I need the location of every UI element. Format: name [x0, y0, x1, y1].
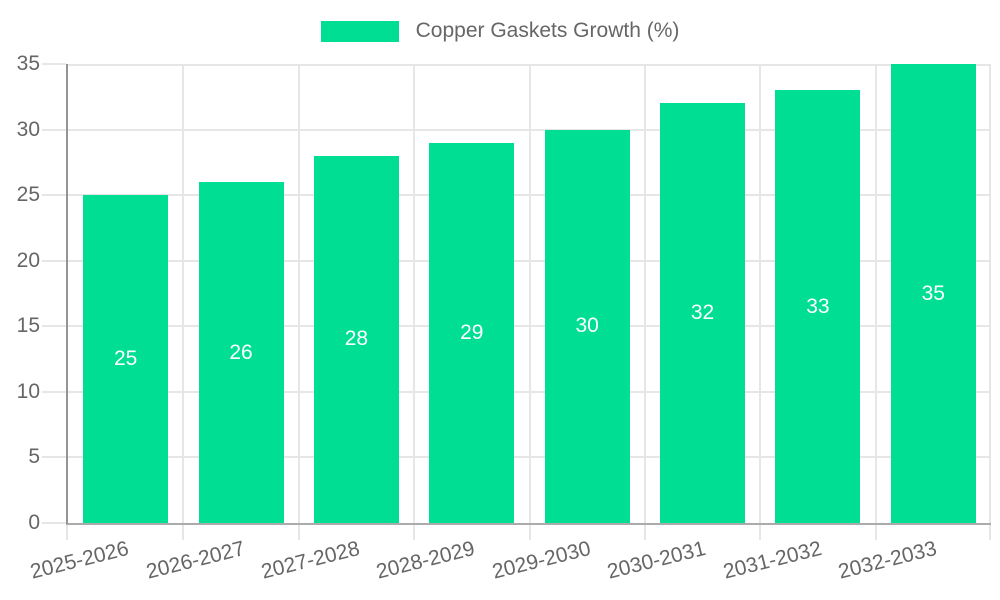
x-axis-label: 2025-2026 — [28, 537, 132, 584]
gridline-vertical — [759, 64, 762, 523]
x-axis-tick — [989, 525, 991, 540]
bar-2032-2033[interactable]: 35 — [890, 64, 976, 523]
bar-2027-2028[interactable]: 28 — [313, 155, 399, 523]
x-axis-label: 2029-2030 — [489, 537, 593, 584]
x-axis-label: 2032-2033 — [835, 537, 939, 584]
y-axis-label: 0 — [28, 511, 40, 534]
x-axis-tick — [874, 525, 877, 540]
bar-2026-2027[interactable]: 26 — [198, 182, 284, 523]
y-axis-label: 15 — [16, 314, 40, 338]
bar-2025-2026[interactable]: 25 — [83, 195, 169, 523]
y-axis-tick — [42, 128, 66, 131]
gridline-vertical — [643, 64, 646, 523]
x-axis-label: 2028-2029 — [374, 537, 478, 584]
x-axis-tick — [297, 525, 300, 540]
x-axis-tick — [66, 525, 68, 540]
x-axis-tick — [182, 525, 185, 540]
x-axis-label: 2030-2031 — [605, 537, 709, 584]
x-axis-tick — [643, 525, 646, 540]
y-axis-label: 35 — [16, 52, 40, 75]
plot-area: 0 5 10 15 20 25 30 35 25 26 28 29 30 32 33 35 2025-2026 2… — [17, 52, 991, 584]
y-axis-tick — [42, 456, 66, 459]
y-axis-tick — [42, 259, 66, 262]
bar-data-label: 35 — [921, 281, 945, 305]
x-axis-label: 2026-2027 — [143, 537, 247, 584]
bar-2029-2030[interactable]: 30 — [544, 129, 630, 523]
gridline-vertical — [528, 64, 531, 523]
legend-swatch — [320, 20, 399, 42]
y-axis-tick — [42, 325, 66, 328]
bar-data-label: 28 — [344, 327, 369, 351]
legend-label: Copper Gaskets Growth (%) — [415, 19, 680, 42]
gridline-vertical — [413, 64, 416, 523]
bar-data-label: 29 — [460, 320, 484, 344]
y-axis-label: 10 — [16, 379, 40, 403]
bar-data-label: 26 — [229, 340, 253, 364]
x-axis-tick — [528, 525, 531, 540]
y-axis-tick — [42, 390, 66, 393]
bar-data-label: 32 — [690, 301, 715, 325]
y-axis-label: 20 — [16, 248, 40, 272]
gridline-vertical — [874, 64, 877, 523]
y-axis-tick — [42, 522, 66, 524]
chart-legend: Copper Gaskets Growth (%) — [0, 19, 1000, 43]
x-axis-tick — [413, 525, 416, 540]
y-axis-label: 5 — [28, 445, 40, 469]
y-axis-label: 25 — [16, 183, 40, 207]
gridline-vertical — [182, 64, 185, 523]
y-axis-tick — [42, 63, 66, 65]
x-axis-label: 2027-2028 — [258, 537, 363, 584]
legend-item[interactable]: Copper Gaskets Growth (%) — [320, 19, 680, 43]
y-axis-tick — [42, 194, 66, 197]
bar-2030-2031[interactable]: 32 — [660, 103, 746, 523]
bar-2028-2029[interactable]: 29 — [429, 142, 515, 523]
bar-data-label: 33 — [806, 294, 830, 318]
x-axis-label: 2031-2032 — [720, 537, 824, 584]
y-axis-label: 30 — [16, 117, 40, 141]
gridline-vertical — [989, 64, 991, 523]
x-axis-tick — [759, 525, 762, 540]
bar-data-label: 25 — [114, 347, 138, 371]
bar-2031-2032[interactable]: 33 — [775, 90, 861, 523]
gridline-vertical — [297, 64, 300, 523]
bar-data-label: 30 — [575, 314, 599, 338]
